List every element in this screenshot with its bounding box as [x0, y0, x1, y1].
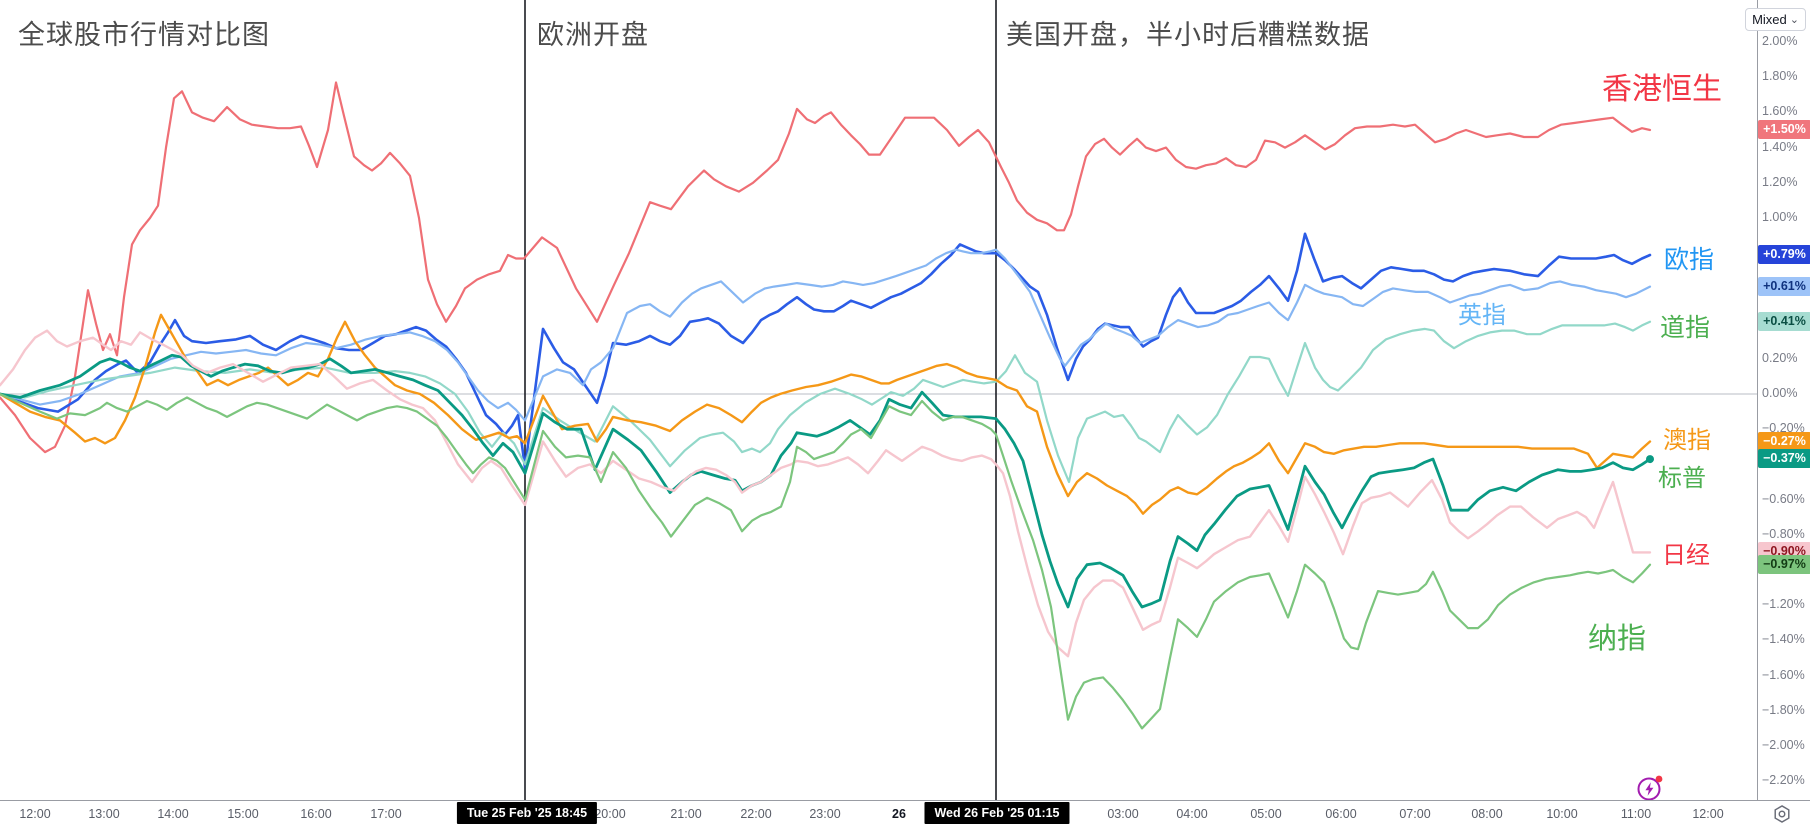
time-label: 12:00 — [1692, 807, 1724, 821]
price-scale-settings-icon[interactable] — [1770, 803, 1794, 825]
series-line-hsi — [0, 81, 1652, 454]
time-label: 20:00 — [594, 807, 626, 821]
price-badge-aus: −0.27% — [1758, 432, 1810, 451]
series-line-euro — [0, 232, 1652, 470]
price-tick: −2.00% — [1762, 738, 1805, 752]
time-label: 04:00 — [1176, 807, 1208, 821]
series-label-nikkei: 日经 — [1662, 542, 1710, 569]
price-axis[interactable]: 2.00% 1.80% 1.60% 1.40% 1.20% 1.00% 0.20% 0.00%… — [1757, 0, 1810, 800]
series-label-dow: 道指 — [1660, 314, 1711, 342]
price-tick: 1.60% — [1762, 104, 1798, 119]
time-label: 23:00 — [809, 807, 841, 821]
time-mark-badge[interactable]: Tue 25 Feb '25 18:45 — [456, 802, 598, 824]
price-tick: −2.20% — [1762, 773, 1805, 788]
scale-mode-button[interactable]: Mixed ⌄ — [1745, 8, 1806, 31]
time-label: 15:00 — [227, 807, 259, 821]
series-end-dot-spx — [1646, 455, 1654, 464]
series-line-aus — [0, 313, 1652, 515]
series-label-uk: 英指 — [1458, 302, 1506, 329]
time-axis[interactable]: 12:00 13:00 14:00 15:00 16:00 17:00 20:00 21:00… — [0, 800, 1810, 827]
time-label: 10:00 — [1546, 807, 1578, 821]
time-label: 26 — [892, 807, 906, 821]
time-label: 21:00 — [670, 807, 702, 821]
chart-canvas[interactable] — [0, 0, 1757, 800]
time-label: 12:00 — [19, 807, 51, 821]
series-line-dow — [0, 320, 1652, 484]
price-tick: 2.00% — [1762, 34, 1798, 48]
price-tick: 0.00% — [1762, 386, 1798, 400]
time-label: 17:00 — [370, 807, 402, 821]
price-badge-euro: +0.79% — [1758, 245, 1810, 264]
scale-mode-label: Mixed — [1752, 12, 1787, 27]
series-label-aus: 澳指 — [1663, 427, 1711, 454]
time-label: 08:00 — [1471, 807, 1503, 821]
series-line-nasdaq — [0, 392, 1652, 730]
price-badge-uk: +0.61% — [1758, 277, 1810, 296]
price-tick: 0.20% — [1762, 350, 1798, 365]
series-label-spx: 标普 — [1658, 465, 1706, 492]
price-tick: 1.20% — [1762, 174, 1798, 189]
price-tick: −0.60% — [1762, 491, 1805, 506]
time-label: 13:00 — [88, 807, 120, 821]
plot-area[interactable]: 全球股市行情对比图 欧洲开盘 美国开盘，半小时后糟糕数据 香港恒生欧指英指 道指澳… — [0, 0, 1757, 802]
price-tick: 1.80% — [1762, 69, 1798, 84]
europe-open-annotation: 欧洲开盘 — [537, 20, 649, 50]
price-tick: −1.80% — [1762, 702, 1805, 717]
flash-events-icon[interactable] — [1636, 774, 1664, 802]
price-tick: −0.20% — [1762, 421, 1805, 436]
price-badge-nasdaq: −0.97% — [1758, 555, 1810, 574]
price-tick: 1.00% — [1762, 210, 1798, 224]
us-open-annotation: 美国开盘，半小时后糟糕数据 — [1006, 20, 1370, 50]
time-mark-badge[interactable]: Wed 26 Feb '25 01:15 — [924, 802, 1070, 824]
price-badge-spx: −0.37% — [1758, 449, 1810, 468]
series-label-euro: 欧指 — [1664, 246, 1715, 274]
price-badge-hsi: +1.50% — [1758, 120, 1810, 139]
series-line-uk — [0, 248, 1652, 422]
chevron-down-icon: ⌄ — [1789, 14, 1799, 26]
series-label-nasdaq: 纳指 — [1588, 623, 1647, 655]
price-tick: −1.40% — [1762, 632, 1805, 647]
price-tick: 1.40% — [1762, 139, 1798, 154]
price-tick: −1.60% — [1762, 667, 1805, 682]
price-tick: −0.80% — [1762, 526, 1805, 541]
time-label: 03:00 — [1107, 807, 1139, 821]
price-badge-dow: +0.41% — [1758, 312, 1810, 331]
series-line-nikkei — [0, 329, 1652, 658]
time-label: 14:00 — [157, 807, 189, 821]
time-label: 05:00 — [1250, 807, 1282, 821]
time-label: 06:00 — [1325, 807, 1357, 821]
time-label: 11:00 — [1620, 807, 1652, 821]
time-label: 07:00 — [1399, 807, 1431, 821]
price-tick: −1.20% — [1762, 597, 1805, 612]
chart-title: 全球股市行情对比图 — [18, 20, 270, 50]
time-label: 16:00 — [300, 807, 332, 821]
series-label-hsi: 香港恒生 — [1602, 73, 1722, 106]
time-label: 22:00 — [740, 807, 772, 821]
